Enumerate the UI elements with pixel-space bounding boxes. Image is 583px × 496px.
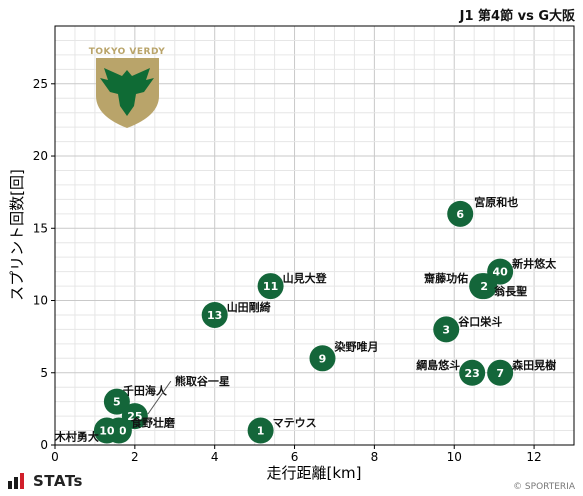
- y-tick-label: 5: [40, 366, 48, 380]
- stats-brand-text: STATs: [33, 472, 83, 490]
- player-number: 2: [480, 280, 488, 293]
- player-number: 9: [319, 352, 327, 365]
- player-name-label: 森田晃樹: [512, 358, 556, 372]
- x-tick-label: 8: [371, 450, 379, 464]
- y-tick-label: 0: [40, 438, 48, 452]
- player-number: 1: [257, 425, 265, 438]
- player-number: 25: [127, 410, 142, 423]
- player-marker: [487, 359, 514, 386]
- data-points: 6宮原和也40新井悠太32齋藤功佑2翁長聖3谷口栄斗23綱島悠斗7森田晃樹11山…: [54, 195, 557, 444]
- player-number: 40: [492, 266, 508, 279]
- x-tick-label: 6: [291, 450, 299, 464]
- player-name-label: 谷口栄斗: [458, 314, 502, 328]
- player-name-label: マテウス: [273, 417, 317, 430]
- x-tick-label: 4: [211, 450, 219, 464]
- stats-logo-icon: [8, 473, 24, 489]
- player-number: 10: [99, 425, 115, 438]
- page-title: J1 第4節 vs G大阪: [459, 9, 575, 24]
- player-number: 6: [456, 208, 464, 221]
- x-tick-label: 2: [131, 450, 139, 464]
- eagle-icon: [100, 68, 154, 116]
- x-axis-label: 走行距離[km]: [266, 464, 361, 482]
- player-marker: [459, 359, 486, 386]
- player-name-label: 木村勇大: [54, 430, 99, 444]
- player-marker: [93, 417, 120, 444]
- player-marker: [257, 273, 284, 300]
- y-axis-label: スプリント回数[回]: [8, 169, 26, 301]
- player-name-label: 熊取谷一星: [175, 374, 230, 388]
- player-marker: [447, 200, 474, 227]
- y-tick-label: 10: [33, 294, 48, 308]
- player-marker: [309, 345, 336, 372]
- x-tick-label: 0: [51, 450, 59, 464]
- player-marker: [247, 417, 274, 444]
- player-name-label: 翁長聖: [494, 284, 527, 298]
- x-tick-label: 12: [526, 450, 541, 464]
- player-marker: [433, 316, 460, 343]
- y-tick-label: 25: [33, 77, 48, 91]
- player-number: 11: [263, 280, 278, 293]
- player-name-label: 新井悠太: [512, 257, 557, 271]
- team-logo: TOKYO VERDY: [89, 47, 166, 128]
- player-name-label: 綱島悠斗: [416, 358, 460, 372]
- player-name-label: 齋藤功佑: [423, 271, 468, 285]
- player-marker: [103, 388, 130, 415]
- player-number: 23: [465, 367, 480, 380]
- player-number: 3: [442, 323, 450, 336]
- stats-brand: STATs: [8, 472, 83, 490]
- y-tick-label: 15: [33, 221, 48, 235]
- copyright: © SPORTERIA: [513, 482, 575, 492]
- logo-text: TOKYO VERDY: [89, 47, 166, 57]
- player-name-label: 山田剛綺: [227, 300, 271, 314]
- player-name-label: 食野壮磨: [131, 416, 176, 430]
- y-tick-label: 20: [33, 149, 48, 163]
- player-name-label: 染野唯月: [334, 339, 378, 353]
- player-name-label: 山見大登: [283, 271, 328, 285]
- player-name-label: 千田海人: [123, 384, 168, 398]
- player-name-label: 宮原和也: [474, 195, 518, 209]
- player-number: 7: [496, 367, 504, 380]
- player-number: 5: [113, 396, 121, 409]
- player-number: 13: [207, 309, 222, 322]
- x-tick-label: 10: [447, 450, 462, 464]
- plot-frame: [54, 25, 575, 446]
- player-marker: [201, 301, 228, 328]
- player-marker: [471, 273, 498, 300]
- label-leader-line: [147, 380, 172, 415]
